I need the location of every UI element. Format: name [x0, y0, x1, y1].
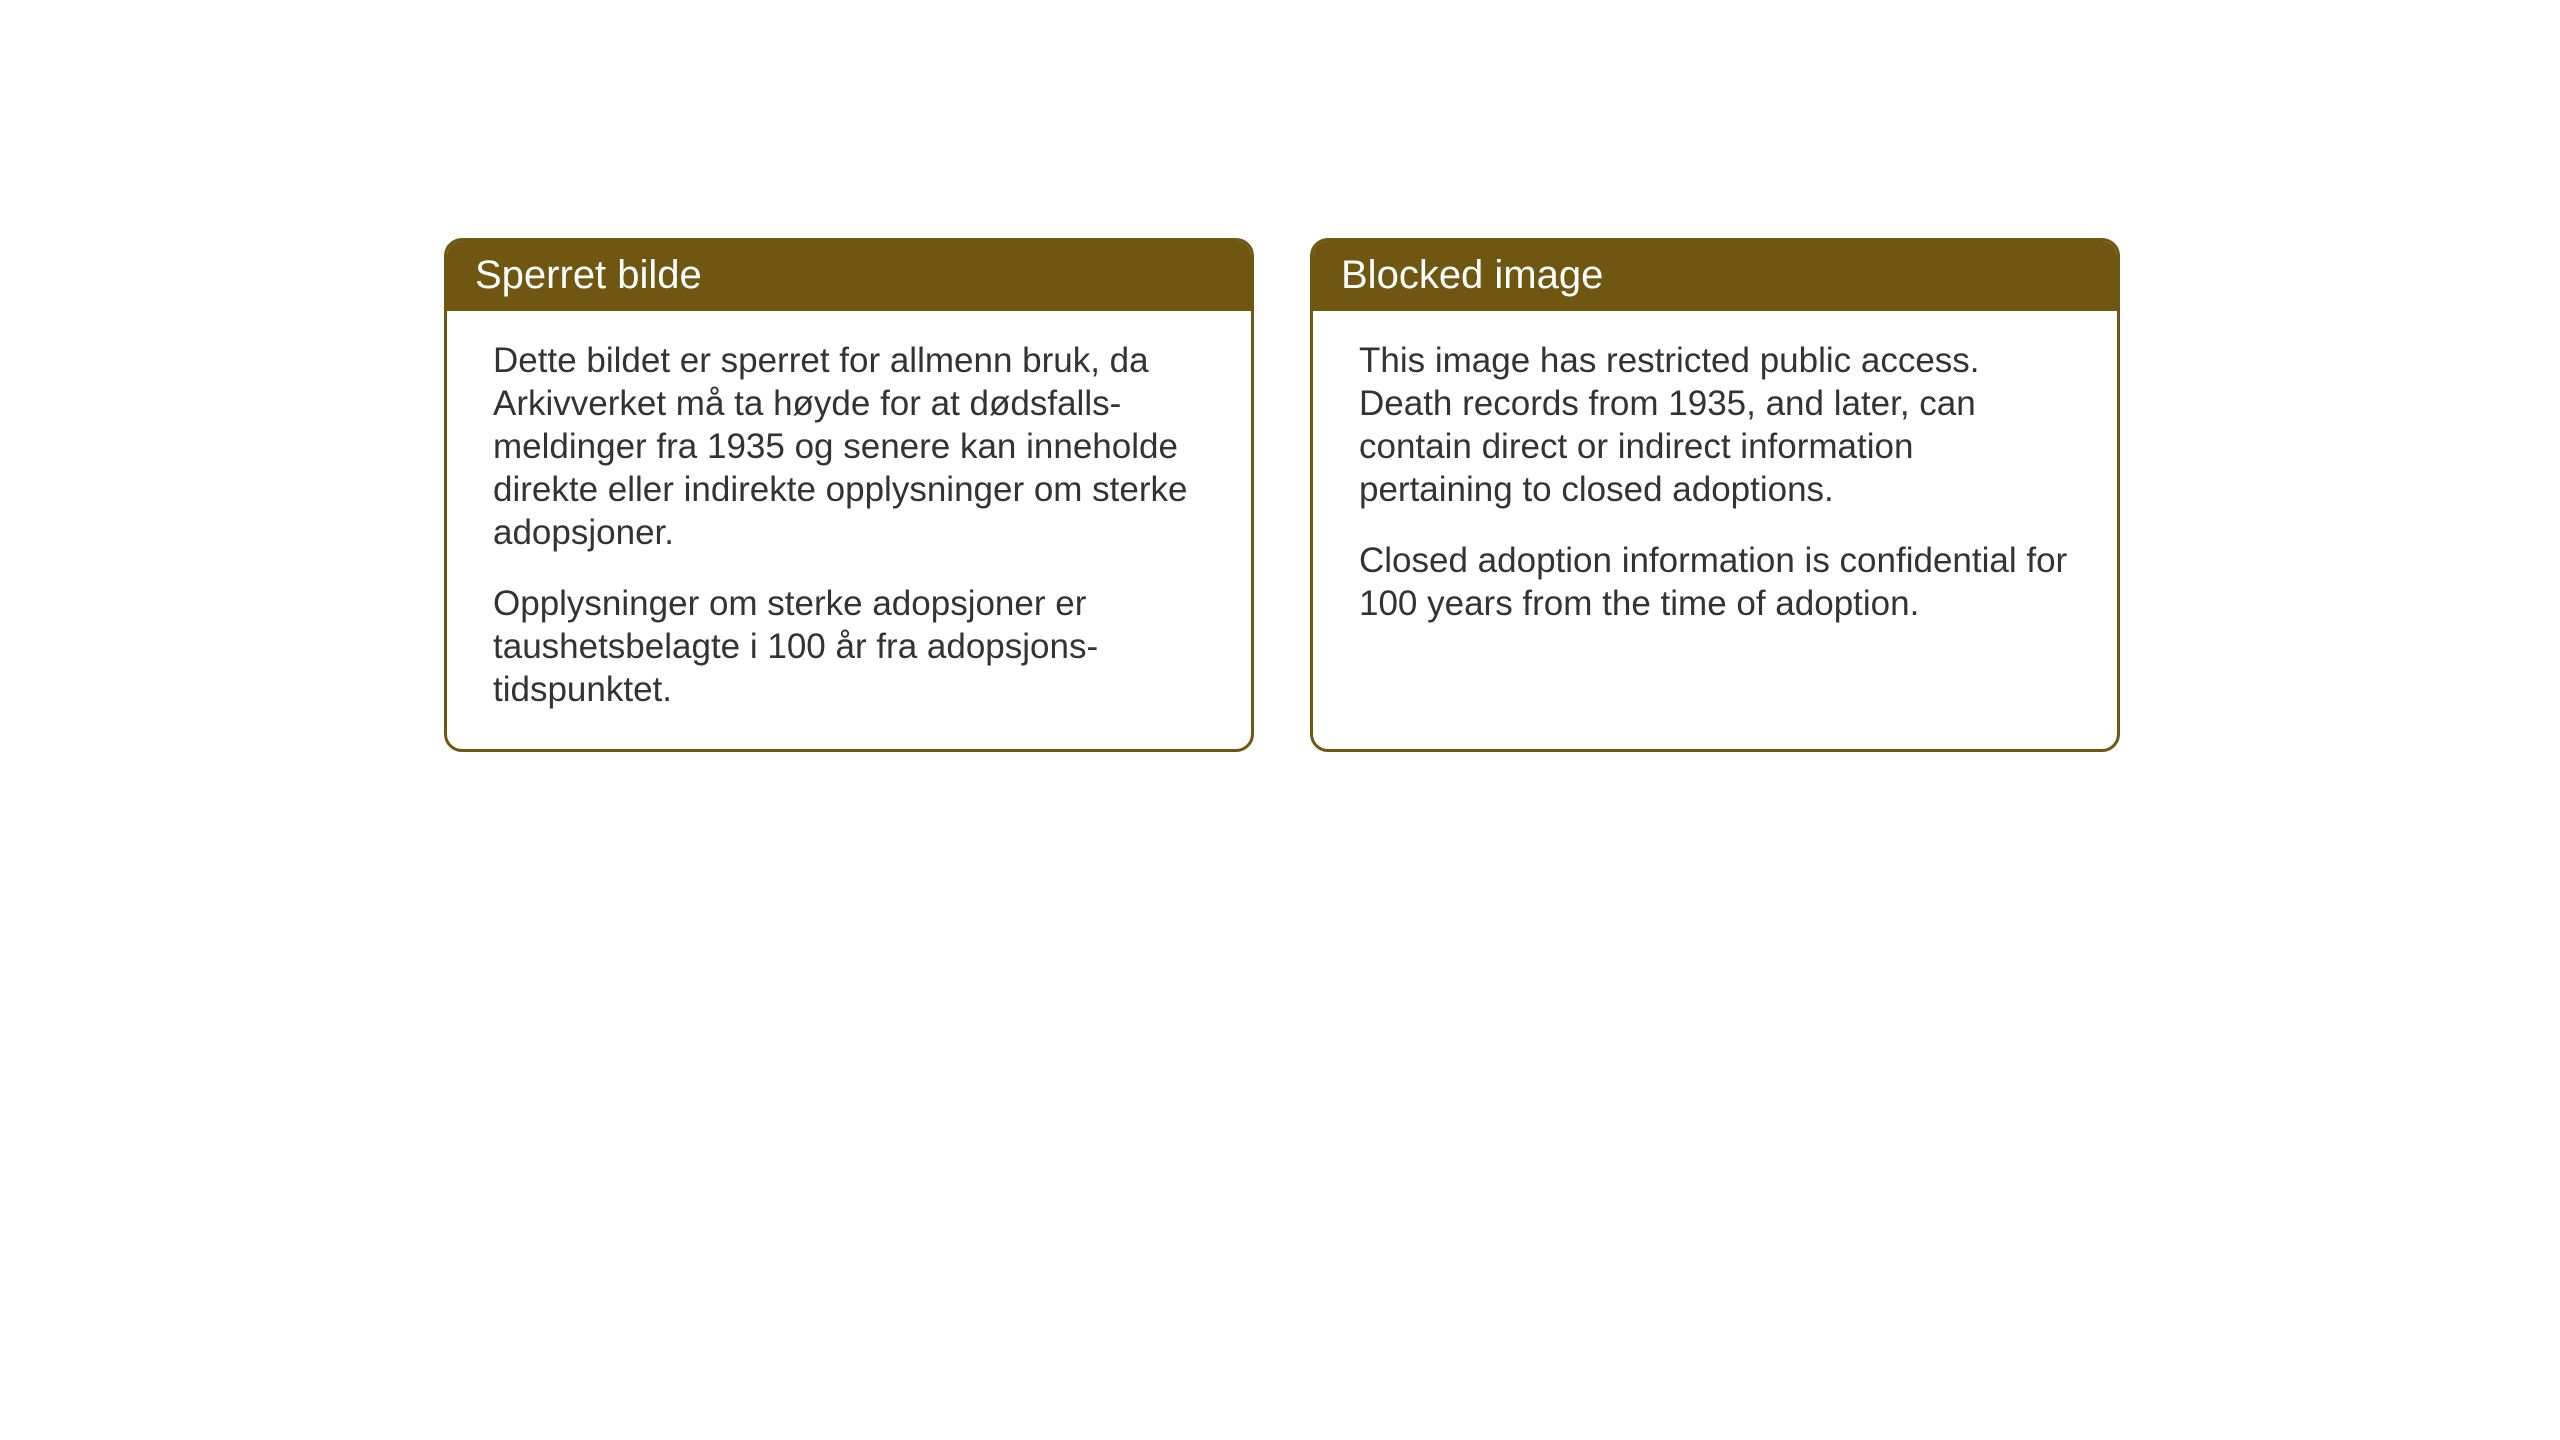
card-body-english: This image has restricted public access.…	[1313, 311, 2117, 749]
card-paragraph-1: Dette bildet er sperret for allmenn bruk…	[493, 339, 1205, 554]
notice-cards-container: Sperret bilde Dette bildet er sperret fo…	[444, 238, 2120, 752]
notice-card-english: Blocked image This image has restricted …	[1310, 238, 2120, 752]
card-body-norwegian: Dette bildet er sperret for allmenn bruk…	[447, 311, 1251, 749]
card-paragraph-1: This image has restricted public access.…	[1359, 339, 2071, 511]
card-header-norwegian: Sperret bilde	[447, 241, 1251, 311]
notice-card-norwegian: Sperret bilde Dette bildet er sperret fo…	[444, 238, 1254, 752]
card-paragraph-2: Closed adoption information is confident…	[1359, 539, 2071, 625]
card-header-english: Blocked image	[1313, 241, 2117, 311]
card-paragraph-2: Opplysninger om sterke adopsjoner er tau…	[493, 582, 1205, 711]
